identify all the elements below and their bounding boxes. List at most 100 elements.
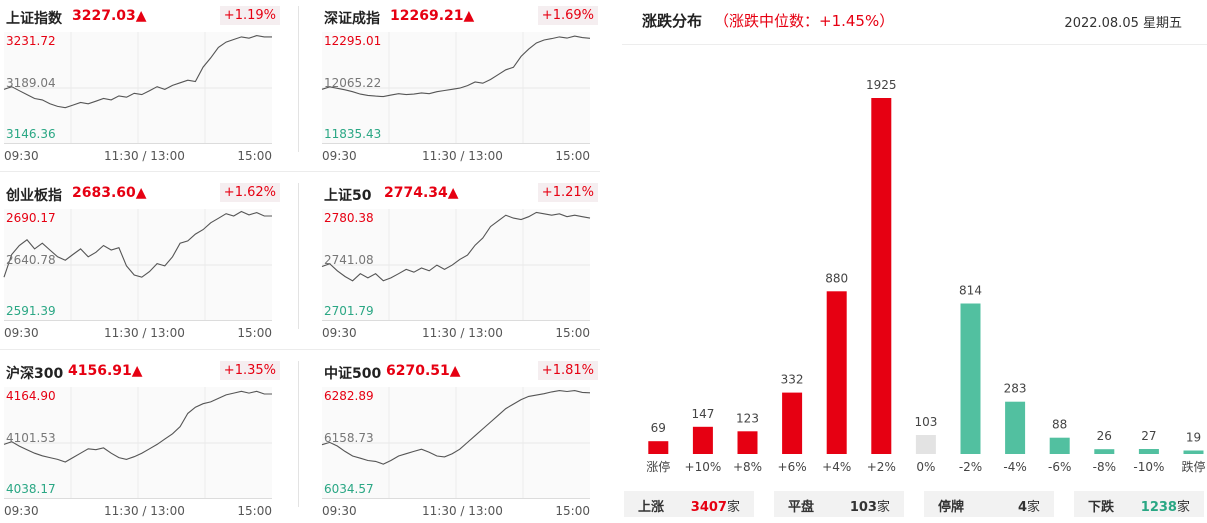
index-card[interactable]: 深证成指 12269.21▲ +1.69% 12295.01 12065.22 11835…	[318, 0, 608, 168]
summary-value: 3407	[690, 500, 727, 515]
summary-count: 4家	[1018, 496, 1040, 515]
index-grid: 上证指数 3227.03▲ +1.19% 3231.72 3189.04 3146.36 0…	[0, 0, 600, 523]
intraday-chart-svg	[3, 209, 272, 321]
time-label: 09:30	[322, 504, 357, 518]
index-name: 深证成指	[324, 11, 380, 27]
summary-label: 下跌	[1088, 500, 1115, 515]
distribution-bar[interactable]	[1005, 401, 1026, 454]
distribution-bar[interactable]	[782, 392, 803, 454]
distribution-bar[interactable]	[871, 98, 892, 454]
index-price: 12269.21▲	[390, 8, 475, 24]
time-axis: 09:30 11:30 / 13:00 15:00	[322, 326, 590, 342]
index-intraday-chart: 6282.89 6158.73 6034.57	[321, 387, 591, 499]
distribution-bar[interactable]	[826, 291, 847, 454]
distribution-title: 涨跌分布	[642, 12, 703, 30]
distribution-bar[interactable]	[692, 426, 713, 454]
index-header: 沪深300 4156.91▲ +1.35%	[6, 361, 280, 383]
distribution-bar[interactable]	[1049, 437, 1070, 454]
low-price-label: 2591.39	[6, 304, 56, 318]
median-change: （涨跌中位数：+1.45%）	[714, 12, 895, 30]
index-name: 创业板指	[6, 188, 62, 204]
index-header: 创业板指 2683.60▲ +1.62%	[6, 183, 280, 205]
intraday-chart-svg	[3, 387, 272, 499]
intraday-chart-svg	[321, 209, 591, 321]
high-price-label: 12295.01	[324, 34, 382, 48]
bar-category-label: -6%	[1048, 460, 1071, 474]
column-divider	[298, 6, 299, 152]
bar-value-label: 283	[1004, 382, 1027, 396]
price-line	[3, 210, 272, 278]
time-label: 11:30 / 13:00	[422, 326, 503, 340]
time-label: 11:30 / 13:00	[104, 504, 185, 518]
summary-label: 停牌	[938, 500, 965, 515]
header-divider	[622, 44, 1207, 45]
distribution-bar[interactable]	[737, 431, 758, 454]
low-price-label: 3146.36	[6, 127, 56, 141]
summary-box: 停牌 4家	[924, 491, 1054, 517]
index-price: 4156.91▲	[68, 363, 143, 379]
index-intraday-chart: 4164.90 4101.53 4038.17	[3, 387, 272, 499]
distribution-bar[interactable]	[1138, 449, 1159, 454]
bar-value-label: 88	[1052, 418, 1067, 432]
distribution-bar[interactable]	[960, 303, 981, 455]
index-card[interactable]: 上证指数 3227.03▲ +1.19% 3231.72 3189.04 3146.36 0…	[0, 0, 290, 168]
summary-unit: 家	[1176, 500, 1190, 515]
index-intraday-chart: 3231.72 3189.04 3146.36	[3, 32, 272, 144]
distribution-bar[interactable]	[648, 441, 669, 454]
index-card[interactable]: 创业板指 2683.60▲ +1.62% 2690.17 2640.78 2591.39 0…	[0, 177, 290, 345]
summary-value: 1238	[1140, 500, 1177, 515]
index-change-badge: +1.19%	[219, 6, 280, 25]
summary-value: 4	[1017, 500, 1027, 515]
column-divider	[298, 361, 299, 507]
bar-category-label: -2%	[959, 460, 982, 474]
bar-category-label: -8%	[1093, 460, 1116, 474]
low-price-label: 4038.17	[6, 482, 56, 496]
time-label: 15:00	[237, 149, 272, 163]
distribution-bar-chart: 69 涨停 147 +10% 123 +8% 332 +6% 880 +4% 1925 +2% 103 0…	[646, 78, 1205, 474]
index-card[interactable]: 沪深300 4156.91▲ +1.35% 4164.90 4101.53 4038.17…	[0, 355, 290, 523]
bar-value-label: 27	[1141, 429, 1156, 443]
bar-value-label: 1925	[866, 78, 897, 92]
summary-unit: 家	[726, 500, 740, 515]
summary-unit: 家	[876, 500, 890, 515]
summary-box: 下跌 1238家	[1074, 491, 1204, 517]
time-label: 11:30 / 13:00	[422, 149, 503, 163]
time-label: 15:00	[555, 504, 590, 518]
index-price: 3227.03▲	[72, 8, 147, 24]
bar-value-label: 26	[1097, 429, 1112, 443]
distribution-bar[interactable]	[1094, 449, 1115, 454]
index-change-badge: +1.81%	[537, 361, 598, 380]
index-card[interactable]: 中证500 6270.51▲ +1.81% 6282.89 6158.73 6034.57…	[318, 355, 608, 523]
summary-unit: 家	[1026, 500, 1040, 515]
time-label: 09:30	[322, 326, 357, 340]
bar-category-label: +2%	[867, 460, 896, 474]
high-price-label: 2780.38	[324, 211, 374, 225]
index-price: 2683.60▲	[72, 185, 147, 201]
intraday-chart-svg	[321, 387, 591, 499]
index-intraday-chart: 2780.38 2741.08 2701.79	[321, 209, 591, 321]
bar-category-label: -4%	[1003, 460, 1026, 474]
bar-value-label: 69	[651, 421, 666, 435]
bar-category-label: +6%	[778, 460, 807, 474]
index-price: 2774.34▲	[384, 185, 459, 201]
time-label: 15:00	[555, 326, 590, 340]
distribution-bar[interactable]	[1183, 450, 1204, 455]
distribution-bar[interactable]	[915, 435, 936, 454]
bar-value-label: 103	[914, 415, 937, 429]
index-card[interactable]: 上证50 2774.34▲ +1.21% 2780.38 2741.08 2701.79 0…	[318, 177, 608, 345]
high-price-label: 6282.89	[324, 389, 374, 403]
bar-category-label: 涨停	[646, 459, 670, 474]
prev-close-label: 2741.08	[324, 253, 374, 267]
summary-label: 上涨	[638, 500, 665, 515]
time-label: 11:30 / 13:00	[422, 504, 503, 518]
price-line	[3, 35, 272, 109]
index-name: 上证50	[324, 188, 372, 204]
index-name: 中证500	[324, 366, 382, 382]
price-line	[321, 390, 591, 465]
index-change-badge: +1.69%	[537, 6, 598, 25]
high-price-label: 4164.90	[6, 389, 56, 403]
index-header: 上证50 2774.34▲ +1.21%	[324, 183, 598, 205]
summary-count: 3407家	[691, 496, 740, 515]
index-intraday-chart: 12295.01 12065.22 11835.43	[321, 32, 591, 144]
bar-category-label: 0%	[916, 460, 935, 474]
